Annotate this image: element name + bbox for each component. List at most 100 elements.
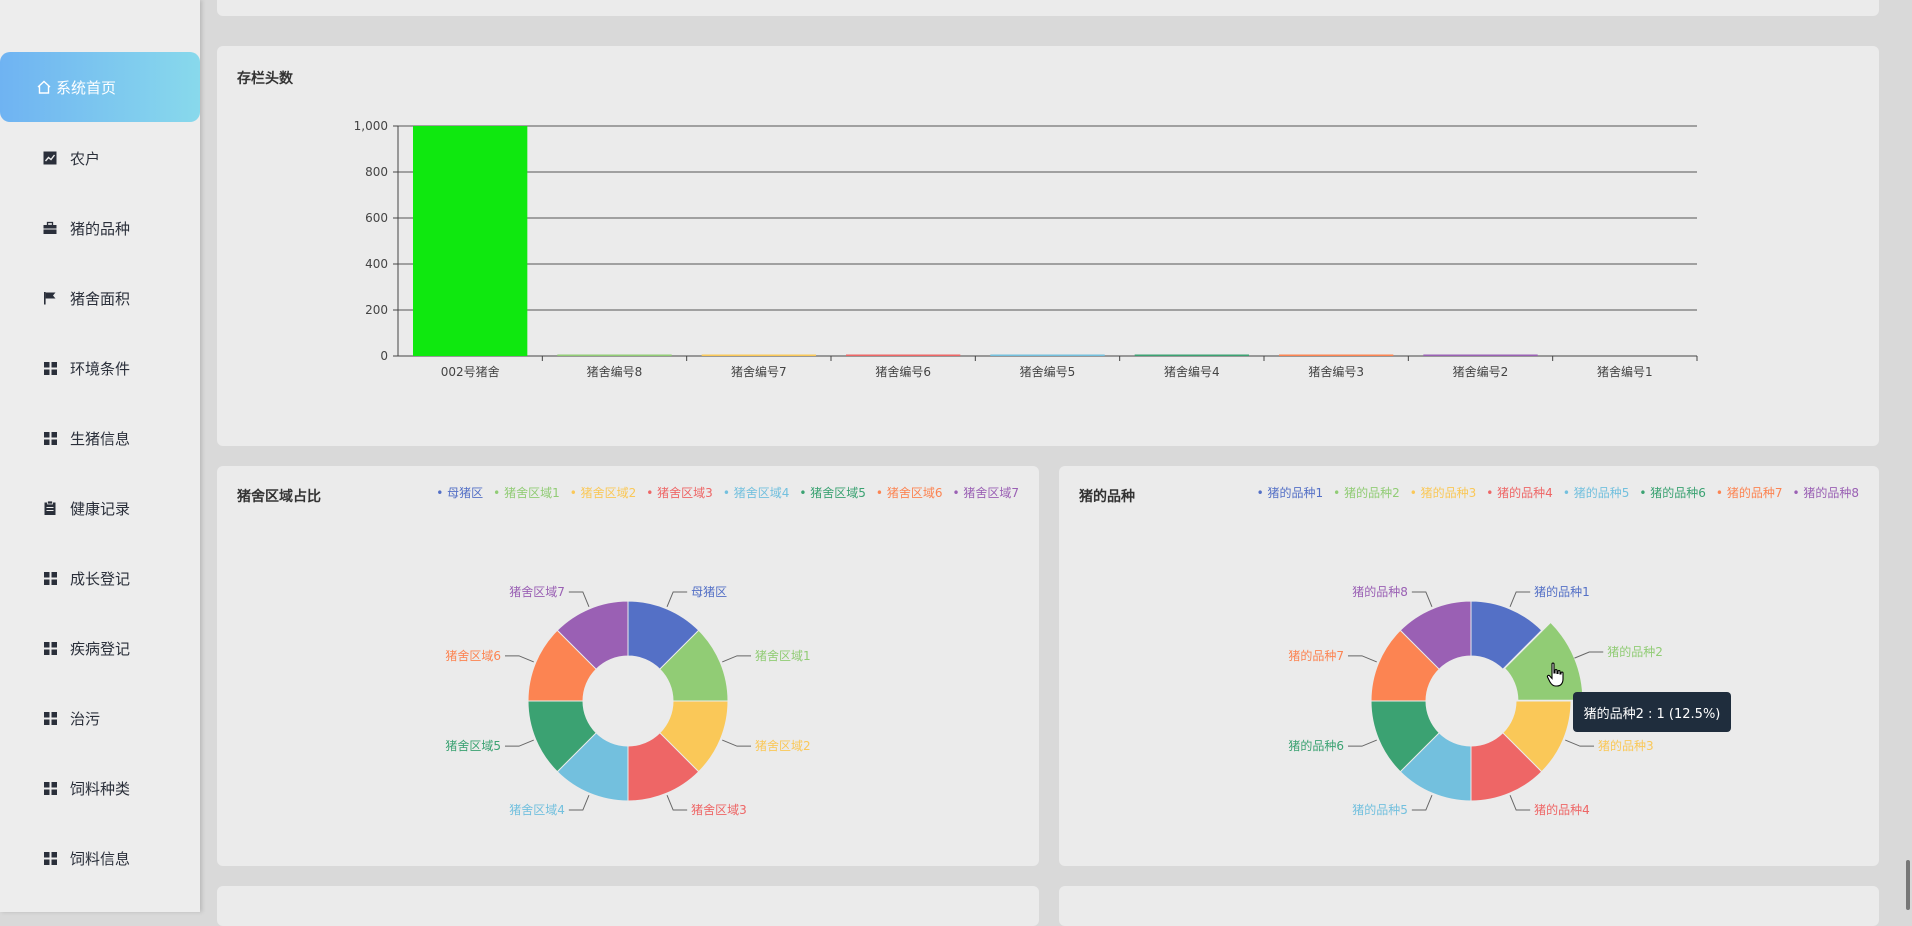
- bar[interactable]: [1279, 354, 1394, 357]
- label-line: [1509, 795, 1531, 811]
- sidebar-item-feed-info[interactable]: 饲料信息: [0, 838, 200, 878]
- bar[interactable]: [701, 354, 816, 357]
- x-tick-label: 猪舍编号2: [1453, 364, 1509, 379]
- label-line: [568, 591, 590, 607]
- sidebar-item-disease[interactable]: 疾病登记: [0, 628, 200, 668]
- grid-icon: [42, 430, 58, 446]
- y-tick-label: 600: [365, 211, 388, 225]
- sidebar-item-pig-info[interactable]: 生猪信息: [0, 418, 200, 458]
- flag-icon: [42, 290, 58, 306]
- label-line: [666, 795, 688, 811]
- bar[interactable]: [1134, 354, 1249, 357]
- slice-label: 猪的品种2: [1607, 644, 1663, 659]
- legend-item[interactable]: 猪舍区域7: [952, 484, 1019, 501]
- slice-label: 猪舍区域6: [445, 648, 501, 663]
- label-line: [504, 739, 534, 747]
- slice-label: 猪的品种5: [1352, 802, 1408, 817]
- legend-item[interactable]: 猪舍区域5: [799, 484, 866, 501]
- sidebar-item-environment[interactable]: 环境条件: [0, 348, 200, 388]
- label-line: [1411, 795, 1433, 811]
- slice-label: 猪舍区域5: [445, 738, 501, 753]
- sidebar-item-label: 猪的品种: [70, 219, 131, 238]
- zone-pie-card: 猪舍区域占比 母猪区猪舍区域1猪舍区域2猪舍区域3猪舍区域4猪舍区域5猪舍区域6…: [217, 466, 1039, 866]
- clipboard-icon: [42, 500, 58, 516]
- sidebar-item-feed-type[interactable]: 饲料种类: [0, 768, 200, 808]
- label-line: [1347, 739, 1377, 747]
- x-tick-label: 猪舍编号3: [1308, 364, 1364, 379]
- home-icon: [37, 80, 51, 94]
- legend-item[interactable]: 猪的品种7: [1716, 484, 1783, 501]
- bar[interactable]: [990, 354, 1105, 357]
- sidebar-item-home[interactable]: 系统首页: [0, 52, 200, 122]
- label-line: [722, 739, 752, 747]
- sidebar-item-pen-area[interactable]: 猪舍面积: [0, 278, 200, 318]
- zone-pie-title: 猪舍区域占比: [237, 489, 321, 505]
- legend-item[interactable]: 猪舍区域1: [493, 484, 560, 501]
- slice-label: 猪舍区域7: [509, 584, 565, 599]
- sidebar-item-breed[interactable]: 猪的品种: [0, 208, 200, 248]
- breed-pie-chart: 猪的品种1 猪的品种2 猪的品种3 猪的品种4 猪的品种5 猪的品种6 猪的品种7 猪的品种8: [1288, 584, 1663, 817]
- legend-item[interactable]: 猪的品种8: [1792, 484, 1859, 501]
- bottom-right-card: [1059, 886, 1879, 926]
- bar[interactable]: [846, 354, 961, 357]
- pie-slice[interactable]: [1470, 600, 1543, 670]
- legend-item[interactable]: 猪舍区域3: [646, 484, 713, 501]
- legend-item[interactable]: 猪舍区域4: [723, 484, 790, 501]
- label-line: [1509, 591, 1531, 607]
- y-tick-label: 0: [380, 349, 388, 363]
- legend-item[interactable]: 猪舍区域6: [876, 484, 943, 501]
- scrollbar[interactable]: [1906, 860, 1910, 910]
- legend-item[interactable]: 猪的品种2: [1333, 484, 1400, 501]
- legend-item[interactable]: 猪的品种1: [1257, 484, 1324, 501]
- label-line: [722, 655, 752, 663]
- sidebar-item-pollution[interactable]: 治污: [0, 698, 200, 738]
- slice-label: 猪舍区域2: [755, 738, 811, 753]
- label-line: [1574, 651, 1604, 659]
- sidebar-item-health[interactable]: 健康记录: [0, 488, 200, 528]
- x-tick-label: 猪舍编号8: [587, 364, 643, 379]
- legend-item[interactable]: 猪的品种6: [1639, 484, 1706, 501]
- slice-label: 母猪区: [691, 585, 727, 599]
- x-tick-label: 猪舍编号6: [875, 364, 931, 379]
- sidebar-item-label: 生猪信息: [70, 429, 131, 448]
- y-tick-label: 800: [365, 165, 388, 179]
- y-tick-label: 200: [365, 303, 388, 317]
- legend-item[interactable]: 猪的品种4: [1486, 484, 1553, 501]
- x-tick-label: 猪舍编号4: [1164, 364, 1220, 379]
- legend-item[interactable]: 猪的品种5: [1563, 484, 1630, 501]
- legend-item[interactable]: 母猪区: [436, 484, 483, 501]
- label-line: [1347, 655, 1377, 663]
- sidebar-item-label: 饲料种类: [70, 779, 131, 798]
- slice-label: 猪的品种6: [1288, 738, 1344, 753]
- bar-chart-card: 存栏头数 0 200 400 600 800 1,000 002号猪舍 猪舍编号8 猪舍编号7 猪…: [217, 46, 1879, 446]
- x-tick-label: 猪舍编号1: [1597, 364, 1653, 379]
- sidebar-item-farmer[interactable]: 农户: [0, 138, 200, 178]
- bar[interactable]: [557, 354, 672, 357]
- breed-pie-title: 猪的品种: [1079, 489, 1135, 505]
- sidebar-item-label: 猪舍面积: [70, 289, 131, 308]
- grid-icon: [42, 570, 58, 586]
- grid-icon: [42, 850, 58, 866]
- slice-label: 猪舍区域1: [755, 648, 811, 663]
- pie-slice[interactable]: [1399, 600, 1472, 670]
- sidebar-item-label: 环境条件: [70, 359, 131, 378]
- bar[interactable]: [413, 126, 528, 356]
- label-line: [666, 591, 688, 607]
- legend-item[interactable]: 猪的品种3: [1410, 484, 1477, 501]
- y-tick-label: 400: [365, 257, 388, 271]
- sidebar-item-growth[interactable]: 成长登记: [0, 558, 200, 598]
- slice-label: 猪的品种1: [1534, 584, 1590, 599]
- bar[interactable]: [1423, 354, 1538, 357]
- grid-icon: [42, 640, 58, 656]
- grid-icon: [42, 780, 58, 796]
- pie-slice[interactable]: [556, 600, 629, 670]
- grid-icon: [42, 710, 58, 726]
- slice-label: 猪舍区域4: [509, 802, 565, 817]
- bar-chart: 0 200 400 600 800 1,000 002号猪舍 猪舍编号8 猪舍编号7 猪舍编号6 猪…: [354, 119, 1698, 379]
- top-card: [217, 0, 1879, 16]
- breed-pie-card: 猪的品种 猪的品种1 猪的品种2 猪的品种3 猪的品种4 猪的品种5 猪的品种6 猪的品种7…: [1059, 466, 1879, 866]
- grid-icon: [42, 360, 58, 376]
- legend-item[interactable]: 猪舍区域2: [570, 484, 637, 501]
